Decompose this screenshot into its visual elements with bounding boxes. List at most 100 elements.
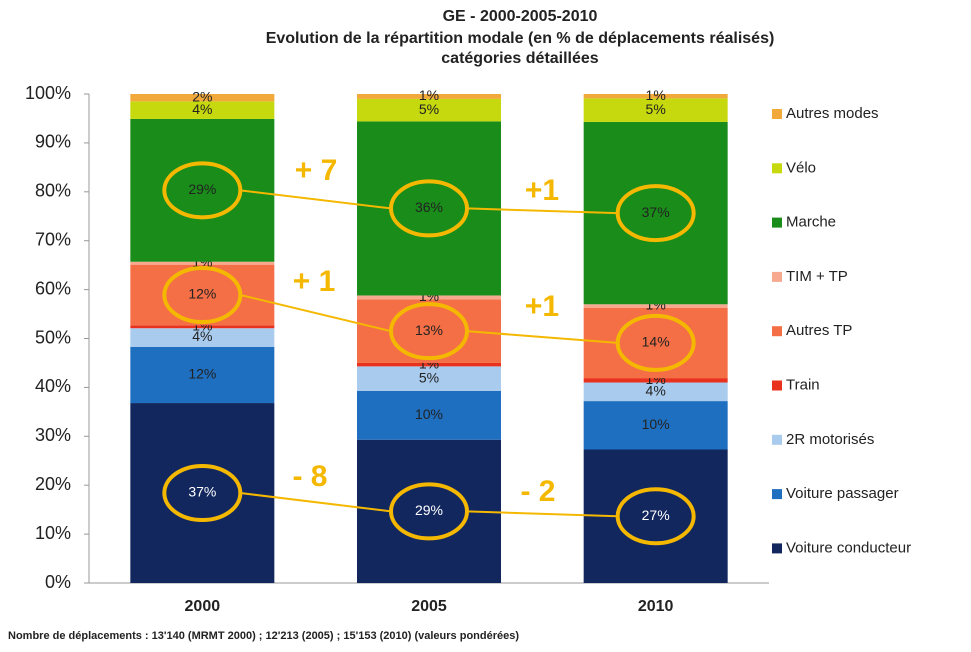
legend-swatch [772, 271, 782, 282]
y-tick-label: 100% [25, 83, 71, 103]
legend-swatch [772, 109, 782, 119]
data-label: 10% [642, 416, 670, 432]
connector [240, 492, 392, 513]
y-tick-label: 90% [35, 132, 71, 152]
data-label: 12% [188, 366, 216, 382]
chart-title: Evolution de la répartition modale (en %… [266, 30, 775, 47]
legend-swatch [772, 543, 782, 554]
connector [240, 294, 392, 333]
bar-segment [583, 401, 728, 450]
bar-segment [583, 378, 728, 383]
highlight-circle [389, 302, 469, 361]
legend-label: Train [786, 376, 820, 393]
y-tick-label: 30% [35, 425, 71, 445]
highlight-circle [389, 482, 469, 541]
data-label: 14% [642, 334, 670, 350]
connector [466, 330, 618, 344]
chart-title: catégories détaillées [441, 50, 599, 67]
y-tick-label: 40% [35, 376, 71, 396]
data-label: 36% [415, 199, 443, 215]
data-label: 37% [642, 204, 670, 220]
x-tick-label: 2005 [411, 598, 447, 615]
data-label: 10% [415, 406, 443, 422]
legend-swatch [772, 489, 782, 500]
y-tick-label: 0% [45, 572, 71, 592]
bar-segment [357, 362, 501, 367]
data-label: 29% [415, 502, 443, 518]
data-label: 37% [188, 484, 216, 500]
highlight-circle [162, 464, 243, 523]
bar-segment [130, 403, 275, 583]
bar-segment [583, 382, 728, 402]
y-tick-label: 10% [35, 523, 71, 543]
bar-segment [130, 346, 275, 404]
legend-swatch [772, 380, 782, 391]
connector [240, 189, 392, 210]
data-label: 5% [419, 369, 439, 385]
legend-label: Autres modes [786, 105, 879, 122]
annotation: - 2 [520, 475, 555, 508]
data-label: 4% [192, 101, 212, 117]
connector [466, 510, 618, 518]
bar-segment [357, 94, 501, 99]
x-tick-label: 2000 [185, 598, 221, 615]
data-label: 4% [192, 328, 212, 344]
data-label: 12% [188, 286, 216, 302]
bar-segment [130, 328, 275, 347]
connector [466, 207, 618, 215]
annotation: +1 [525, 174, 559, 207]
bar-segment [583, 304, 728, 308]
data-label: 13% [415, 322, 443, 338]
legend-label: Vélo [786, 159, 816, 176]
data-label: 5% [646, 101, 666, 117]
legend-swatch [772, 326, 782, 337]
data-label: 4% [646, 383, 666, 399]
data-label: 27% [642, 507, 670, 523]
y-tick-label: 20% [35, 474, 71, 494]
bar-segment [130, 101, 275, 119]
legend-swatch [772, 217, 782, 228]
highlight-circle [615, 487, 696, 546]
data-label: 29% [188, 181, 216, 197]
bar-segment [130, 94, 275, 102]
chart-title: GE - 2000-2005-2010 [443, 8, 598, 25]
bar-segment [130, 264, 275, 326]
y-tick-label: 70% [35, 229, 71, 249]
bar-segment [130, 118, 275, 262]
bar-segment [583, 98, 728, 122]
annotation: + 1 [293, 265, 336, 298]
bar-segment [130, 261, 275, 265]
y-tick-label: 80% [35, 181, 71, 201]
highlight-circle [162, 161, 243, 220]
y-tick-label: 60% [35, 278, 71, 298]
annotation: +1 [525, 290, 559, 323]
annotation: - 8 [292, 460, 327, 493]
footnote: Nombre de déplacements : 13'140 (MRMT 20… [8, 630, 519, 642]
y-tick-label: 50% [35, 327, 71, 347]
legend-swatch [772, 163, 782, 174]
legend-label: Marche [786, 214, 836, 231]
legend-label: Voiture conducteur [786, 539, 911, 556]
data-label: 1% [419, 87, 439, 103]
highlight-circle [389, 179, 469, 238]
legend-label: Voiture passager [786, 485, 899, 502]
x-tick-label: 2010 [638, 598, 674, 615]
legend-label: TIM + TP [786, 268, 848, 285]
bar-segment [357, 366, 501, 391]
highlight-circle [615, 313, 696, 372]
bar-segment [583, 94, 728, 99]
legend-swatch [772, 434, 782, 445]
highlight-circle [615, 184, 696, 243]
bar-segment [357, 390, 501, 440]
data-label: 2% [192, 88, 212, 104]
legend-label: Autres TP [786, 322, 852, 339]
data-label: 5% [419, 101, 439, 117]
bar-segment [357, 295, 501, 300]
data-label: 1% [646, 87, 666, 103]
legend-label: 2R motorisés [786, 431, 874, 448]
bar-segment [357, 98, 501, 122]
bar-segment [130, 325, 275, 329]
highlight-circle [162, 265, 243, 324]
annotation: + 7 [295, 154, 338, 187]
